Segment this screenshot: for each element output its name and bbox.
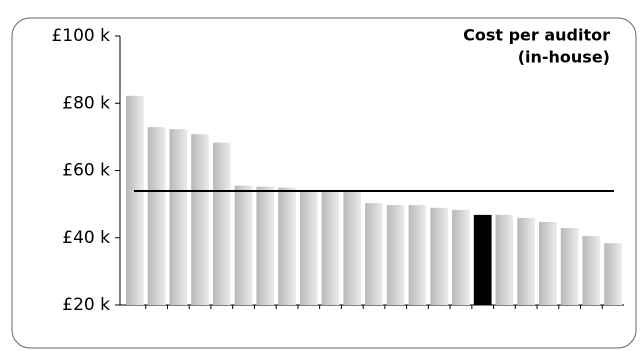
- bar: [191, 134, 209, 305]
- bar: [299, 190, 318, 305]
- bar: [147, 127, 166, 305]
- bar: [473, 214, 492, 305]
- y-tick-label: £20 k: [62, 295, 110, 315]
- bar: [234, 185, 253, 305]
- bar: [582, 236, 601, 305]
- bar: [517, 217, 536, 305]
- bar: [560, 227, 579, 305]
- chart-title: Cost per auditor: [463, 26, 610, 45]
- bar: [256, 186, 275, 305]
- bar: [408, 205, 427, 305]
- y-tick-label: £40 k: [62, 228, 110, 248]
- chart-subtitle: (in-house): [518, 48, 610, 67]
- bar: [126, 95, 144, 305]
- bar: [169, 129, 188, 305]
- bar: [321, 190, 340, 305]
- bar: [343, 190, 362, 305]
- y-tick-label: £60 k: [62, 161, 110, 181]
- y-tick-label: £80 k: [62, 93, 110, 113]
- bar: [212, 142, 231, 305]
- bar: [278, 187, 296, 305]
- bar: [539, 221, 557, 305]
- bar: [604, 243, 622, 305]
- bar: [386, 205, 405, 305]
- bar: [430, 207, 449, 305]
- bar: [365, 203, 383, 305]
- y-tick-label: £100 k: [51, 26, 110, 46]
- bar: [495, 214, 514, 305]
- bar: [452, 209, 470, 305]
